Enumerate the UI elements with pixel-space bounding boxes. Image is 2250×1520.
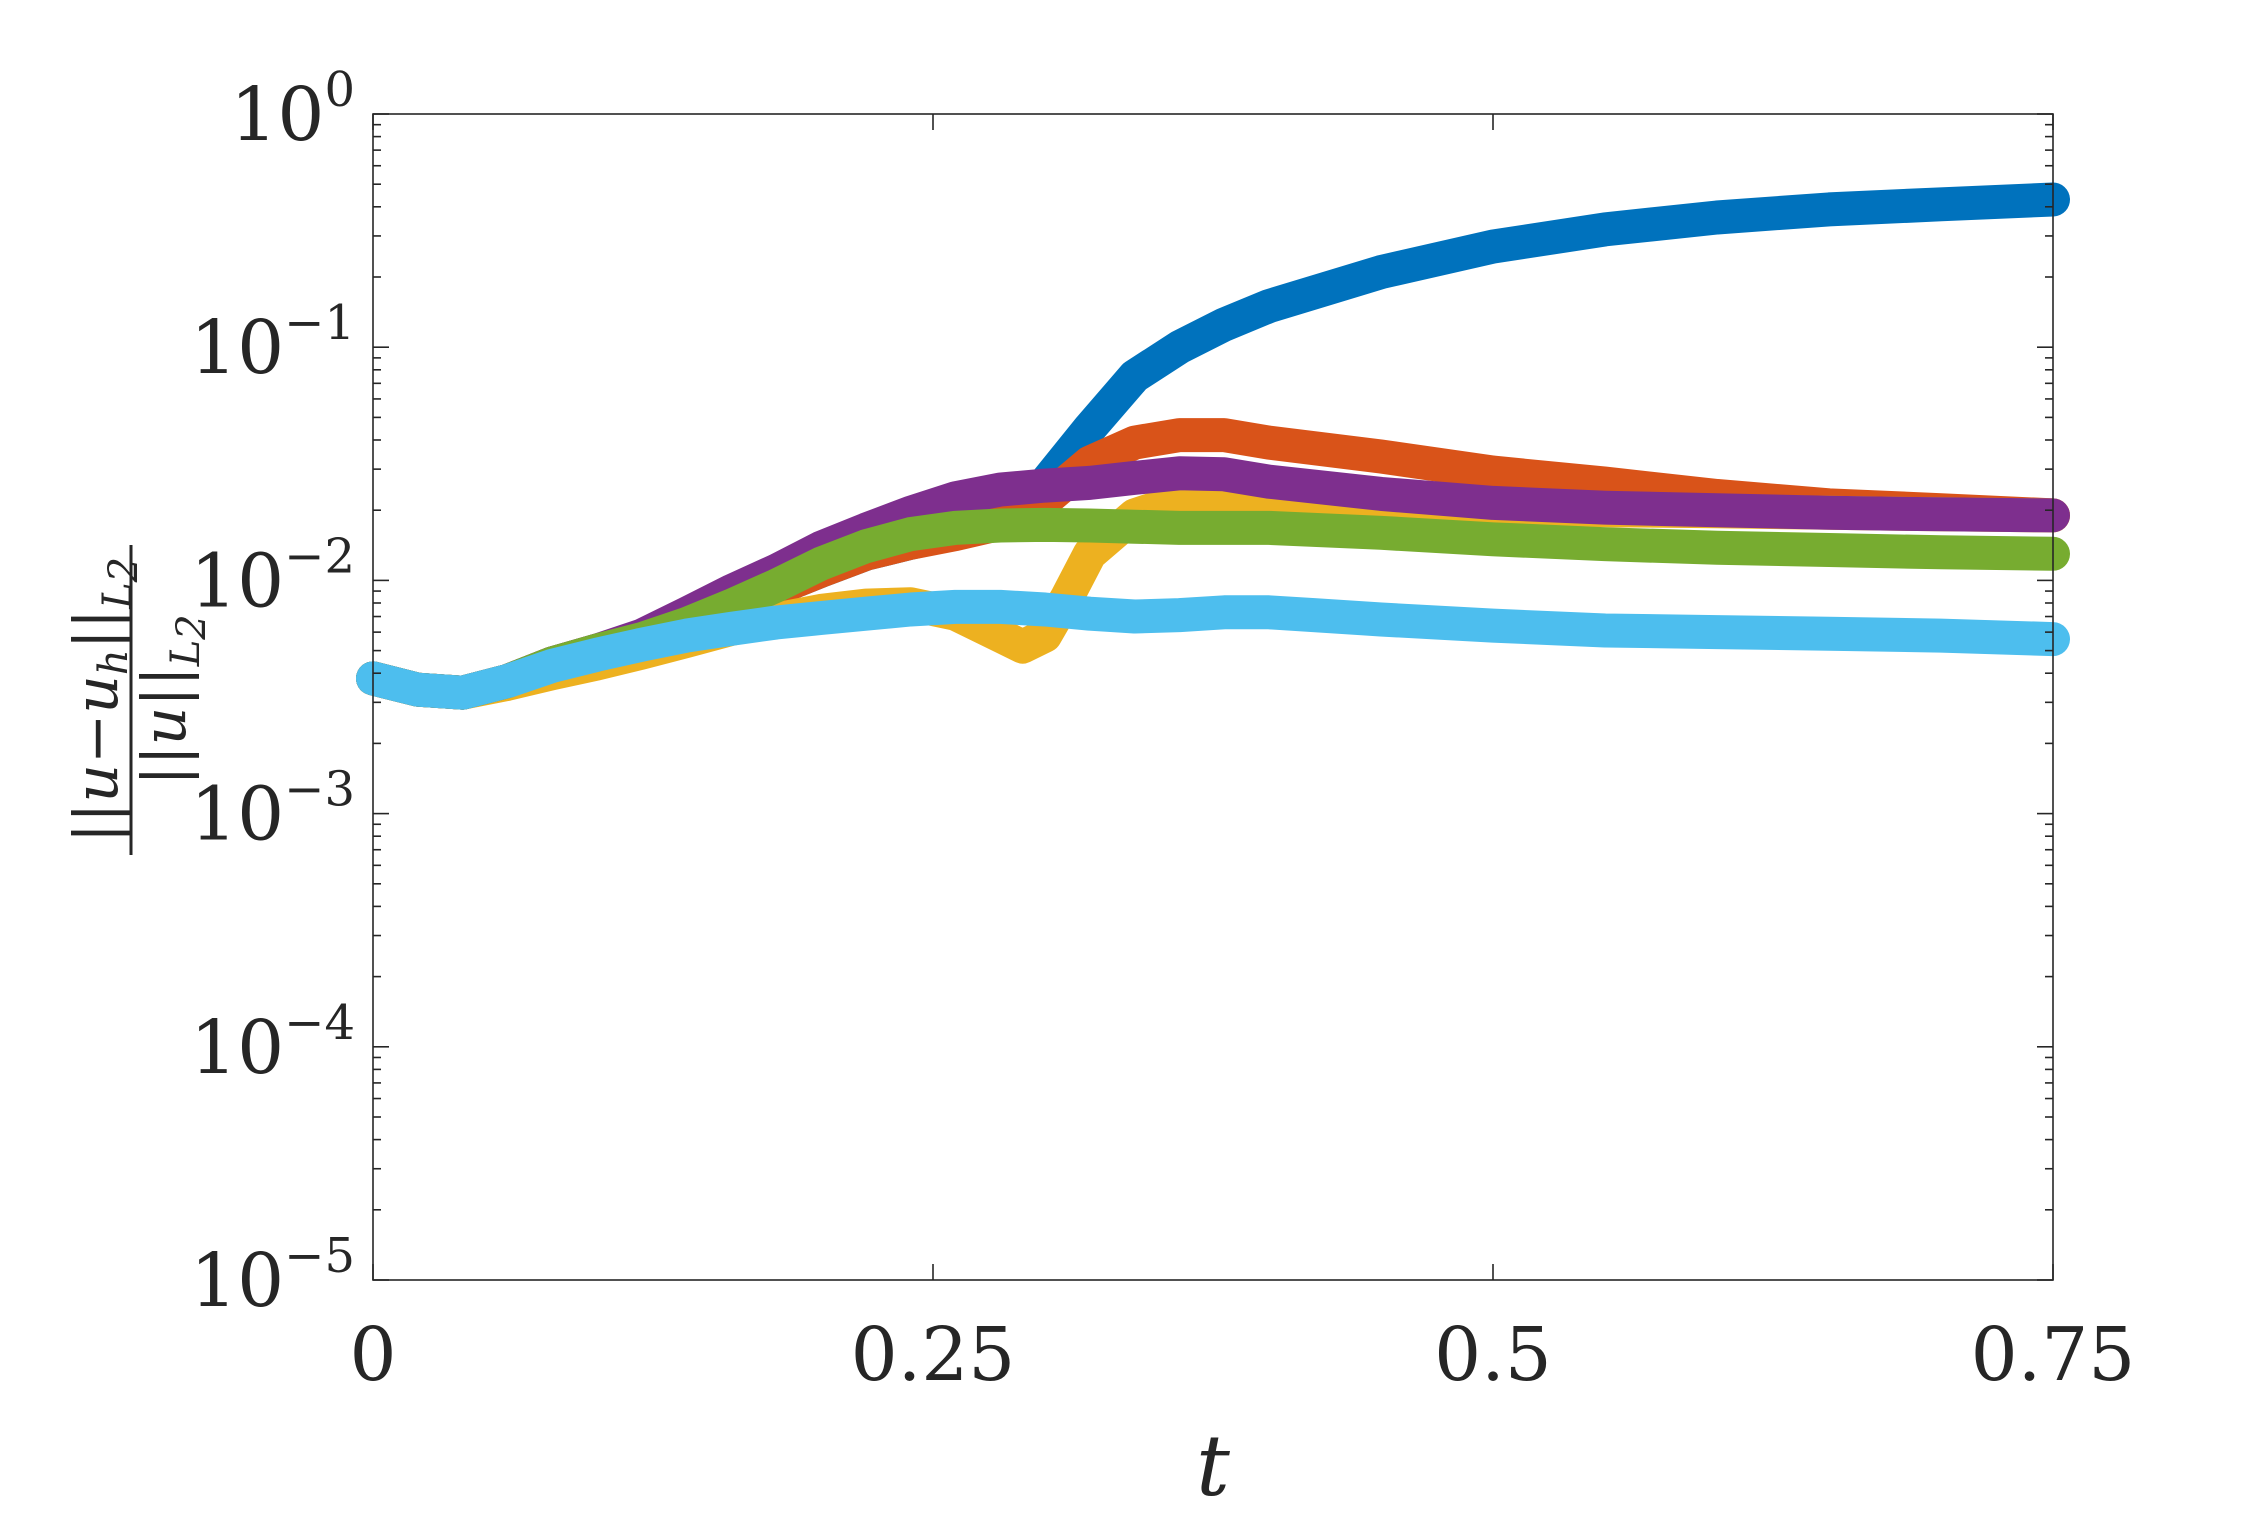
- y-tick-label-0: 100: [230, 62, 355, 158]
- x-tick-labels: 0 0.25 0.5 0.75: [349, 1312, 2135, 1398]
- x-tick-label-2: 0.5: [1434, 1312, 1552, 1398]
- y-tick-label-1: 10−1: [190, 295, 355, 391]
- x-tick-label-0: 0: [349, 1312, 396, 1398]
- y-tick-label-3: 10−3: [190, 762, 355, 858]
- y-axis-label-numerator: ||u−uh||L2: [62, 557, 147, 843]
- y-axis-label: ||u−uh||L2 ||u||L2: [62, 545, 215, 855]
- series-layer: [356, 182, 2070, 710]
- series-line-6: [356, 589, 2070, 710]
- x-axis-label: t: [1196, 1417, 1230, 1515]
- plot-box: [372, 113, 2054, 1281]
- y-tick-label-5: 10−5: [190, 1228, 355, 1324]
- y-tick-label-4: 10−4: [190, 995, 355, 1091]
- tick-layer: [372, 113, 2054, 1281]
- y-axis-label-denominator: ||u||L2: [130, 614, 215, 786]
- y-tick-labels: 100 10−1 10−2 10−3 10−4 10−5: [190, 62, 355, 1324]
- x-tick-label-1: 0.25: [851, 1312, 1016, 1398]
- x-tick-label-3: 0.75: [1971, 1312, 2136, 1398]
- y-tick-label-2: 10−2: [190, 528, 355, 624]
